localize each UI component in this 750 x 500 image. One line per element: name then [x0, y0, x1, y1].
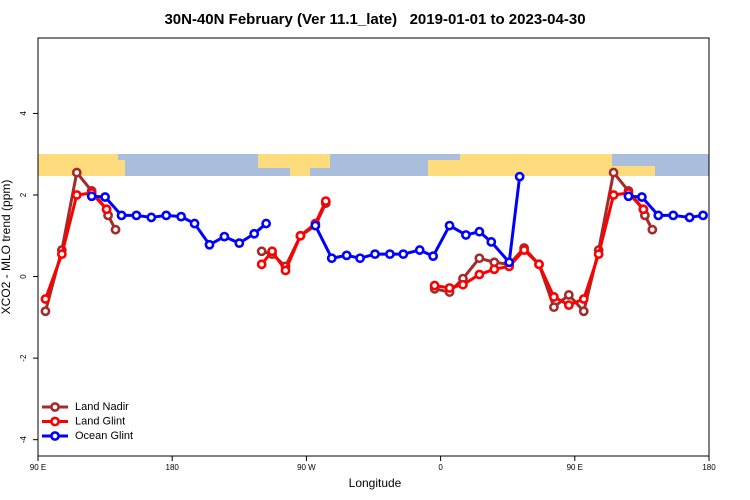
data-point	[684, 212, 695, 223]
data-point	[71, 167, 82, 178]
y-axis-label: XCO2 - MLO trend (ppm)	[0, 180, 13, 315]
data-point	[489, 264, 500, 275]
data-point	[131, 210, 142, 221]
data-point	[549, 292, 559, 302]
legend-marker	[50, 402, 60, 412]
data-point	[249, 228, 260, 239]
data-point	[653, 210, 664, 221]
legend-label: Ocean Glint	[75, 430, 133, 442]
data-point	[310, 220, 321, 231]
data-point	[428, 251, 439, 262]
data-point	[578, 306, 589, 317]
x-tick-label: 90 W	[297, 463, 316, 472]
data-point	[256, 259, 267, 270]
data-point	[519, 245, 530, 255]
data-point	[176, 211, 187, 222]
data-point	[320, 196, 331, 207]
data-point	[101, 204, 112, 215]
x-tick-label: 0	[438, 463, 443, 472]
data-point	[100, 192, 110, 202]
data-point	[40, 294, 51, 304]
data-point	[256, 246, 267, 257]
data-point	[280, 265, 291, 276]
data-point	[474, 226, 485, 237]
data-point	[534, 259, 544, 270]
data-point	[341, 250, 352, 261]
data-point	[86, 191, 97, 202]
data-point	[261, 218, 272, 229]
data-point	[234, 238, 245, 249]
data-point	[578, 294, 589, 304]
x-tick-label: 180	[166, 463, 180, 472]
data-point	[608, 190, 619, 200]
data-point	[638, 204, 649, 215]
data-point	[370, 249, 380, 260]
plot-frame	[37, 37, 710, 457]
data-point	[267, 246, 278, 257]
data-point	[444, 283, 455, 293]
data-point	[429, 280, 440, 291]
data-point	[461, 230, 471, 240]
data-point	[474, 253, 485, 264]
data-point	[189, 218, 200, 229]
data-point	[40, 306, 51, 317]
data-point	[623, 191, 634, 202]
data-point	[355, 253, 365, 264]
y-tick-label: 0	[19, 274, 28, 279]
x-axis-label: Longitude	[349, 476, 402, 490]
legend-label: Land Glint	[75, 415, 125, 427]
data-point	[326, 253, 337, 264]
chart-title: 30N-40N February (Ver 11.1_late) 2019-01…	[164, 11, 585, 28]
map-strip	[38, 154, 709, 176]
data-point	[116, 210, 127, 221]
data-point	[504, 257, 515, 268]
data-point	[295, 230, 306, 241]
data-point	[549, 302, 559, 313]
data-point	[486, 237, 497, 247]
x-tick-label: 180	[702, 463, 716, 472]
y-tick-label: 2	[19, 192, 28, 197]
legend-label: Land Nadir	[75, 401, 129, 413]
data-point	[219, 231, 230, 242]
data-point	[146, 212, 157, 223]
y-tick-label: -4	[19, 436, 28, 444]
y-tick-label: 4	[19, 111, 28, 116]
data-point	[398, 249, 409, 260]
data-point	[414, 245, 425, 255]
data-point	[698, 210, 708, 221]
data-point	[444, 220, 455, 231]
data-point	[161, 210, 172, 221]
data-point	[204, 239, 215, 250]
data-point	[458, 279, 468, 290]
data-point	[563, 300, 574, 311]
data-point	[71, 190, 82, 200]
x-tick-label: 90 E	[30, 463, 46, 472]
legend-marker	[50, 416, 60, 427]
series-line	[44, 191, 645, 307]
data-point	[474, 269, 485, 280]
data-point	[593, 249, 604, 260]
series-line	[44, 171, 654, 313]
data-point	[110, 224, 121, 235]
data-point	[668, 210, 679, 221]
data-point	[647, 224, 658, 235]
data-point	[608, 167, 619, 178]
data-point	[563, 290, 574, 300]
data-point	[637, 192, 647, 202]
data-point	[385, 249, 395, 260]
x-tick-label: 90 E	[567, 463, 583, 472]
data-point	[56, 249, 67, 260]
data-point	[514, 171, 525, 182]
y-tick-label: -2	[19, 354, 28, 362]
legend-marker	[50, 431, 60, 441]
